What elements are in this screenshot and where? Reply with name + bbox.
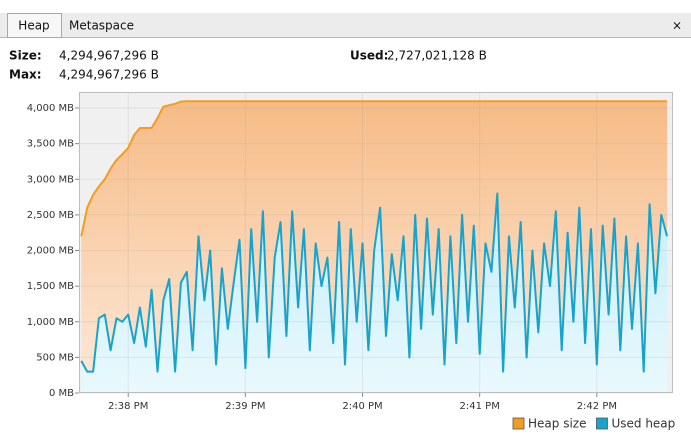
x-tick-label: 2:38 PM xyxy=(108,401,148,412)
x-tick-label: 2:41 PM xyxy=(460,401,500,412)
y-tick-label: 1,000 MB xyxy=(27,317,74,328)
legend-label: Heap size xyxy=(528,417,586,431)
stat-value: 4,294,967,296 B xyxy=(59,49,159,63)
y-tick-label: 1,500 MB xyxy=(27,281,74,292)
line xyxy=(80,192,669,373)
y-tick-label: 4,000 MB xyxy=(27,103,74,114)
close-button[interactable]: × xyxy=(672,19,682,33)
legend-swatch xyxy=(512,417,525,430)
stat-value: 2,727,021,128 B xyxy=(387,49,487,63)
y-tick-label: 2,500 MB xyxy=(27,210,74,221)
x-tick-label: 2:40 PM xyxy=(342,401,382,412)
legend-swatch xyxy=(596,417,608,430)
y-tick-label: 3,500 MB xyxy=(27,139,74,150)
y-tick-label: 500 MB xyxy=(36,352,74,363)
tab-bar xyxy=(0,13,691,38)
y-tick-label: 0 MB xyxy=(49,388,74,399)
stat-label: Used: xyxy=(350,49,388,63)
line xyxy=(80,100,668,237)
stat-value: 4,294,967,296 B xyxy=(59,68,159,82)
x-tick-label: 2:39 PM xyxy=(225,401,265,412)
legend-label: Used heap xyxy=(611,417,675,431)
tab-heap[interactable] xyxy=(7,13,62,38)
stat-label: Max: xyxy=(9,68,42,82)
tab-label[interactable]: Metaspace xyxy=(69,19,134,33)
plot-frame xyxy=(79,92,673,393)
y-tick-label: 3,000 MB xyxy=(27,174,74,185)
x-tick-label: 2:42 PM xyxy=(577,401,617,412)
tab-label[interactable]: Heap xyxy=(18,19,49,33)
stat-label: Size: xyxy=(9,49,42,63)
y-tick-label: 2,000 MB xyxy=(27,246,74,257)
